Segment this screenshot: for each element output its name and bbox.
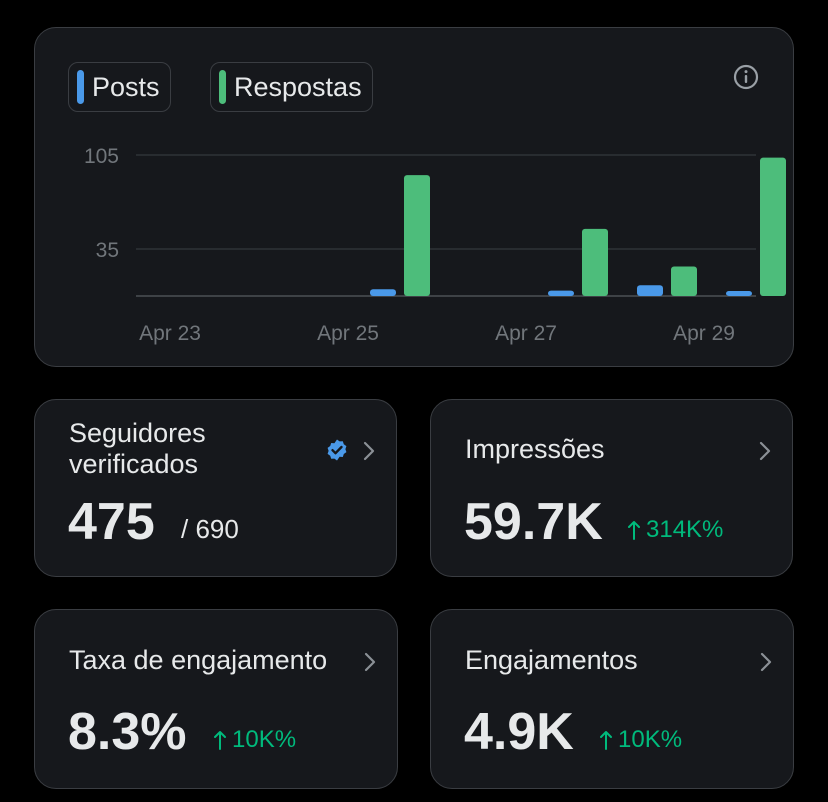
chevron-right-icon[interactable] xyxy=(759,651,773,673)
activity-chart-card: 35 105 Apr 23 Apr 25 Apr 27 Apr 29 Posts Resp… xyxy=(34,27,794,367)
bar-posts-apr-29[interactable] xyxy=(726,291,752,296)
impressions-title: Impressões xyxy=(465,434,605,464)
verified-followers-value: 475 xyxy=(68,493,155,551)
bar-replies-apr-27[interactable] xyxy=(582,228,608,296)
bar-posts-apr-27[interactable] xyxy=(548,290,574,296)
arrow-up-icon xyxy=(628,521,640,540)
verified-followers-title: Seguidores verificados xyxy=(69,418,206,480)
x-tick-label: Apr 25 xyxy=(317,322,379,345)
bar-posts-apr-28[interactable] xyxy=(637,285,663,296)
legend-posts[interactable]: Posts xyxy=(68,62,171,112)
bar-chart: 35 105 Apr 23 Apr 25 Apr 27 Apr 29 xyxy=(84,145,786,345)
bar-replies-apr-25[interactable] xyxy=(404,175,430,296)
bar-replies-apr-29[interactable] xyxy=(760,157,786,296)
impressions-value: 59.7K xyxy=(464,493,603,551)
arrow-up-icon xyxy=(600,731,612,750)
legend-replies-label: Respostas xyxy=(234,71,362,102)
chevron-right-icon[interactable] xyxy=(758,440,772,462)
legend-posts-swatch xyxy=(77,70,84,104)
verified-badge-icon xyxy=(327,439,347,461)
engagements-card[interactable]: Engajamentos 4.9K 10K% xyxy=(430,609,794,789)
x-tick-label: Apr 29 xyxy=(673,322,735,345)
legend-posts-label: Posts xyxy=(92,71,160,102)
engagement-rate-delta: 10K% xyxy=(213,726,296,754)
impressions-delta-value: 314K% xyxy=(646,516,724,543)
arrow-up-icon xyxy=(214,731,226,750)
legend-replies[interactable]: Respostas xyxy=(210,62,373,112)
info-circle-icon[interactable] xyxy=(733,64,759,90)
x-tick-label: Apr 23 xyxy=(139,322,201,345)
engagements-value: 4.9K xyxy=(464,703,574,761)
engagement-rate-title: Taxa de engajamento xyxy=(69,645,328,675)
verified-followers-denominator: / 690 xyxy=(181,514,239,544)
x-tick-label: Apr 27 xyxy=(495,322,557,345)
engagement-rate-value: 8.3% xyxy=(68,703,187,761)
bar-posts-apr-25[interactable] xyxy=(370,289,396,296)
legend-replies-swatch xyxy=(219,70,226,104)
chevron-right-icon[interactable] xyxy=(363,651,377,673)
y-tick-label: 105 xyxy=(84,145,119,168)
impressions-delta: 314K% xyxy=(627,516,723,544)
engagements-delta: 10K% xyxy=(599,726,682,754)
impressions-card[interactable]: Impressões 59.7K 314K% xyxy=(430,399,793,577)
bar-replies-apr-28[interactable] xyxy=(671,266,697,296)
verified-followers-title-line1: Seguidores xyxy=(69,418,206,448)
engagement-rate-card[interactable]: Taxa de engajamento 8.3% 10K% xyxy=(34,609,398,789)
engagements-delta-value: 10K% xyxy=(618,726,683,753)
engagement-rate-delta-value: 10K% xyxy=(232,726,297,753)
engagements-title: Engajamentos xyxy=(465,645,638,675)
y-tick-label: 35 xyxy=(96,239,119,262)
verified-followers-title-line2: verificados xyxy=(69,449,199,479)
chevron-right-icon[interactable] xyxy=(362,440,376,462)
verified-followers-card[interactable]: Seguidores verificados 475 / 690 xyxy=(34,399,397,577)
